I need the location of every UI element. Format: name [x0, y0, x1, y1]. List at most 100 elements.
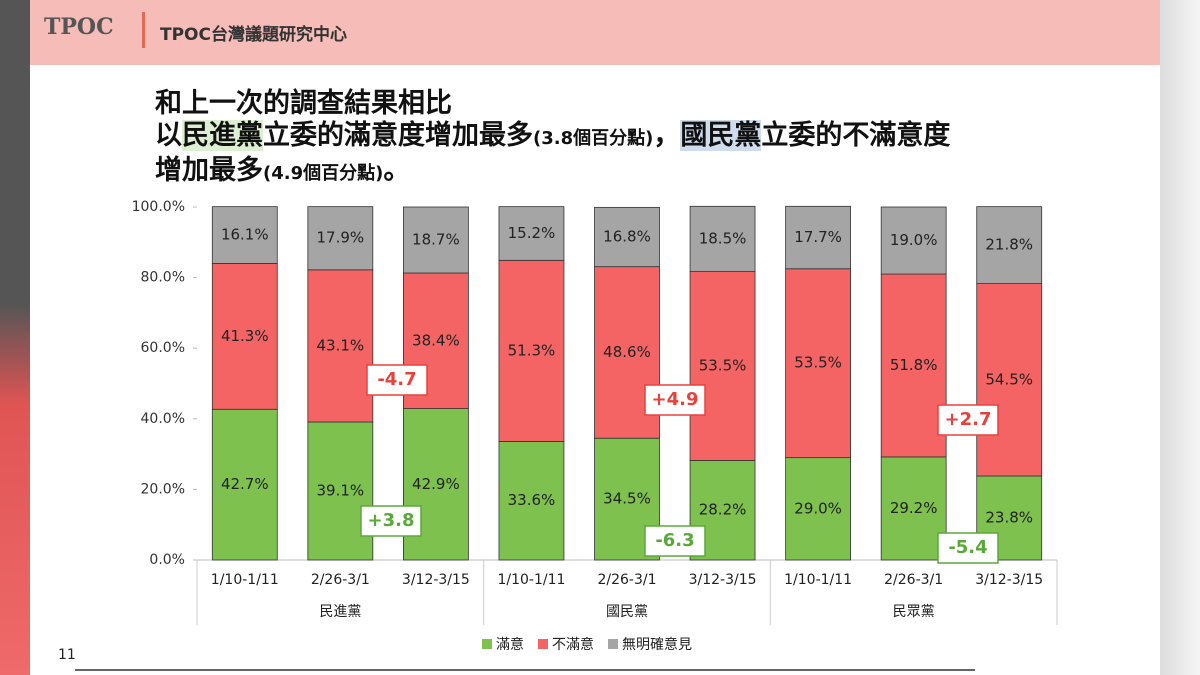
text: ， [653, 120, 681, 151]
side-strip [0, 0, 30, 675]
x-tick-label: 2/26-3/1 [884, 572, 943, 588]
annotation: +4.9 [652, 389, 699, 410]
value-label: 19.0% [890, 231, 938, 249]
annotation: +3.8 [368, 510, 415, 531]
text: (4.9個百分點) [263, 163, 384, 184]
value-label: 51.8% [890, 356, 938, 374]
x-tick-label: 3/12-3/15 [689, 572, 757, 588]
bar-segment [976, 206, 1043, 285]
y-tick-label: 100.0% [132, 199, 185, 215]
x-tick-label: 2/26-3/1 [311, 572, 370, 588]
value-label: 18.7% [412, 231, 460, 249]
bar-segment [880, 273, 947, 458]
highlight: 國民黨 [680, 120, 762, 151]
value-label: 16.8% [603, 228, 651, 246]
page-number: 11 [58, 647, 76, 663]
y-tick-label: 60.0% [141, 340, 185, 356]
annotation-box [644, 384, 706, 416]
group-label: 民眾黨 [893, 604, 935, 620]
value-label: 41.3% [221, 327, 269, 345]
annotation-box [366, 364, 428, 396]
value-label: 54.5% [985, 370, 1033, 388]
legend-label: 不滿意 [552, 636, 594, 653]
value-label: 39.1% [317, 481, 365, 499]
header-band [30, 0, 1160, 65]
x-tick-label: 3/12-3/15 [975, 572, 1043, 588]
value-label: 29.0% [794, 499, 842, 517]
legend-label: 滿意 [496, 636, 524, 653]
group-label: 民進黨 [319, 604, 361, 620]
legend-swatch [538, 639, 548, 649]
value-label: 42.9% [412, 475, 460, 493]
logo: TPOC [44, 14, 114, 40]
headline-line: 以民進黨立委的滿意度增加最多(3.8個百分點)，國民黨立委的不滿意度 [155, 120, 950, 155]
value-label: 33.6% [508, 491, 556, 509]
y-tick-label: 0.0% [149, 552, 185, 568]
x-tick-label: 1/10-1/11 [784, 572, 852, 588]
value-label: 29.2% [890, 499, 938, 517]
bar-segment [402, 206, 469, 274]
value-label: 17.7% [794, 228, 842, 246]
annotation: +2.7 [945, 409, 992, 430]
bar-segment [211, 206, 278, 264]
bar-segment [785, 205, 851, 270]
annotation-box [937, 404, 999, 436]
value-label: 51.3% [508, 341, 556, 359]
y-tick-label: 20.0% [141, 481, 185, 497]
x-tick-label: 1/10-1/11 [211, 572, 279, 588]
x-tick-label: 3/12-3/15 [402, 572, 470, 588]
bar-segment [498, 259, 565, 442]
headline-line: 增加最多(4.9個百分點)。 [155, 155, 950, 190]
text: 立委的不滿意度 [761, 120, 951, 151]
bar-segment [211, 408, 278, 561]
value-label: 53.5% [794, 354, 842, 372]
bar-segment [689, 271, 756, 461]
value-label: 42.7% [221, 475, 269, 493]
headline-line: 和上一次的調查結果相比 [155, 88, 452, 119]
x-tick-label: 2/26-3/1 [597, 572, 656, 588]
annotation-box [360, 505, 422, 537]
bar-segment [976, 283, 1043, 477]
value-label: 18.5% [699, 229, 747, 247]
annotation-box [644, 525, 706, 557]
annotation-box [937, 532, 999, 564]
bar-segment [689, 205, 756, 272]
text: 。 [383, 155, 411, 186]
highlight: 民進黨 [182, 120, 263, 151]
bar-segment [785, 457, 851, 561]
headline: 和上一次的調查結果相比 以民進黨立委的滿意度增加最多(3.8個百分點)，國民黨立… [155, 88, 950, 190]
y-tick-label: 80.0% [141, 270, 185, 286]
value-label: 21.8% [985, 236, 1033, 254]
group-label: 國民黨 [606, 604, 648, 620]
text: 以 [155, 120, 182, 151]
y-tick-label: 40.0% [141, 411, 185, 427]
page-shadow [1160, 0, 1200, 675]
annotation: -4.7 [377, 369, 416, 390]
value-label: 16.1% [221, 226, 269, 244]
bar-segment [880, 206, 947, 275]
value-label: 15.2% [508, 224, 556, 242]
annotation: -6.3 [655, 530, 694, 551]
value-label: 38.4% [412, 331, 460, 349]
separator [142, 12, 145, 48]
org-name: TPOC台灣議題研究中心 [160, 25, 347, 45]
bar-segment [307, 269, 374, 423]
bar-segment [498, 440, 565, 561]
value-label: 34.5% [603, 490, 651, 508]
bar-segment [498, 206, 565, 261]
value-label: 28.2% [699, 501, 747, 519]
value-label: 43.1% [317, 336, 365, 354]
value-label: 48.6% [603, 343, 651, 361]
bar-segment [307, 206, 374, 271]
bar-segment [880, 456, 947, 561]
legend-label: 無明確意見 [622, 636, 692, 653]
legend-swatch [608, 639, 618, 649]
text: 立委的滿意度增加最多 [263, 120, 533, 151]
x-tick-label: 1/10-1/11 [497, 572, 565, 588]
value-label: 53.5% [699, 357, 747, 375]
bar-segment [594, 206, 660, 268]
text: 增加最多 [155, 155, 263, 186]
legend-swatch [482, 639, 492, 649]
